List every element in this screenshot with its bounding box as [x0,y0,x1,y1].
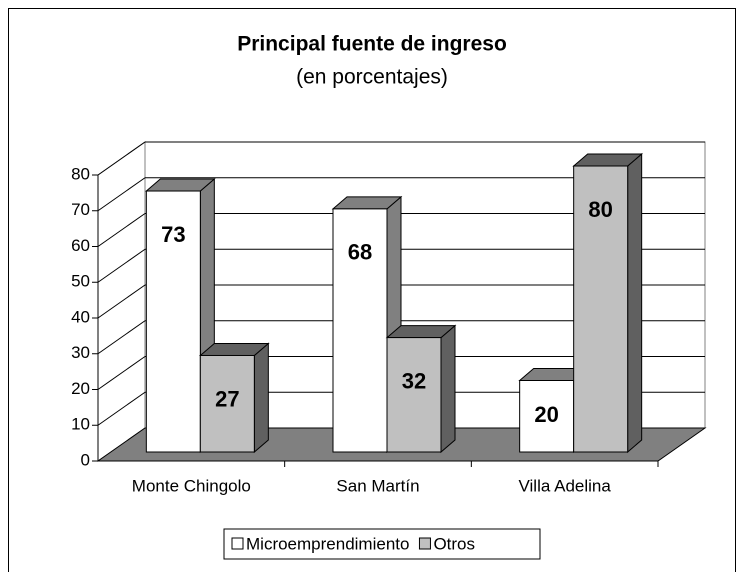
y-tick-label: 50 [71,272,90,291]
grid-line [97,141,146,176]
x-tick-label: Villa Adelina [519,476,612,495]
chart-title: Principal fuente de ingreso [237,33,507,56]
legend-box [223,528,541,560]
grid-line [97,391,146,426]
grid-line [97,320,146,355]
legend-swatch [418,537,431,550]
legend: Microemprendimiento Otros [223,528,541,560]
y-tick-label: 60 [71,236,90,255]
bar-side [627,152,643,454]
y-tick-label: 80 [71,164,90,183]
bar [332,208,388,453]
data-label: 68 [348,240,372,265]
bar-side [440,324,456,454]
data-label: 20 [534,402,558,427]
grid-line [97,284,146,319]
y-tick-label: 0 [81,450,90,469]
y-tick-label: 40 [71,307,90,326]
y-tick-label: 20 [71,379,90,398]
bar [386,337,442,453]
legend-label: Otros [433,534,475,553]
legend-label: Microemprendimiento [246,534,409,553]
bar-side [253,342,269,454]
bar [145,190,201,453]
data-label: 80 [588,197,612,222]
grid-line [97,213,146,247]
bar [573,165,629,453]
data-label: 73 [161,222,185,247]
legend-swatch [231,537,244,550]
chart-subtitle: (en porcentajes) [296,66,448,89]
x-tick-label: Monte Chingolo [132,476,251,495]
grid-line [97,177,146,212]
grid-line [97,356,146,390]
x-tick-label: San Martín [336,476,419,495]
grid-line [97,248,146,283]
y-tick-label: 70 [71,200,90,219]
bar [199,354,255,453]
data-label: 27 [215,386,239,411]
y-tick-label: 30 [71,343,90,362]
y-tick-label: 10 [71,415,90,434]
data-label: 32 [402,368,426,393]
